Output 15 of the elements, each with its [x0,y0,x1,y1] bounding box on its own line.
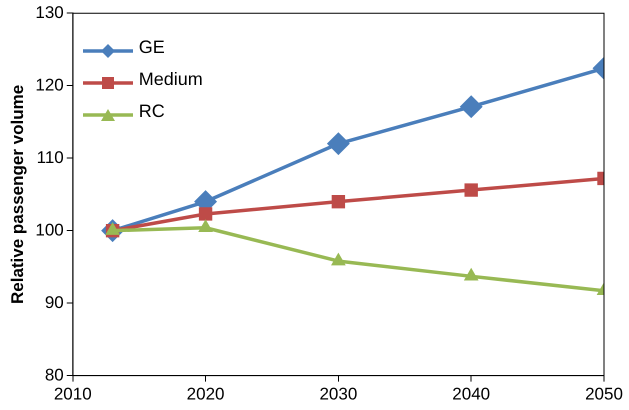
y-tick-label: 100 [35,220,64,240]
y-tick-label: 90 [44,292,64,312]
legend-label: RC [138,100,165,122]
legend-label: GE [138,36,165,58]
y-tick-label: 130 [35,2,64,22]
legend-label: Medium [138,68,203,90]
x-tick-label: 2050 [585,384,623,404]
y-axis-title: Relative passenger volume [8,84,27,304]
y-tick-label: 80 [44,365,64,384]
x-tick-label: 2020 [186,384,224,404]
x-tick-label: 2010 [54,384,92,404]
y-tick-label: 120 [35,75,64,94]
x-tick-label: 2040 [452,384,490,404]
y-tick-label: 110 [36,148,64,167]
x-tick-label: 2030 [319,384,358,404]
